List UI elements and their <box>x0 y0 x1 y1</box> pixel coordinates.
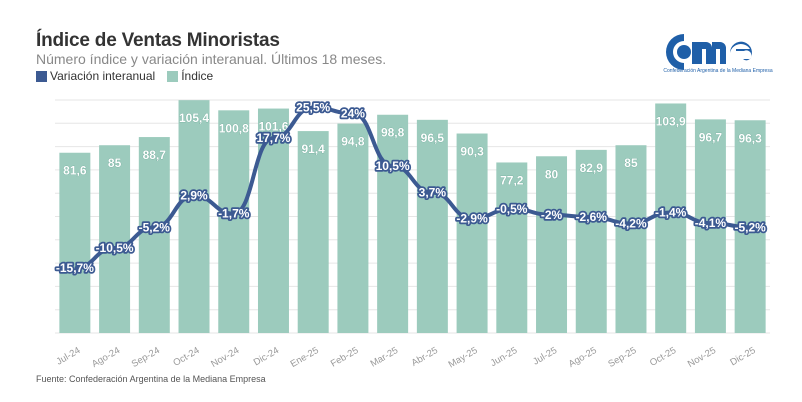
bars <box>59 100 766 333</box>
x-tick-label: Sep-24 <box>130 345 162 370</box>
line-value-label: -5,2% <box>734 220 766 234</box>
x-tick-label: Ene-25 <box>289 345 321 370</box>
legend-label: Variación interanual <box>50 69 156 83</box>
bar <box>59 152 91 333</box>
line-value-label: -10,5% <box>96 241 134 255</box>
bar <box>178 100 210 333</box>
gridlines <box>55 99 770 334</box>
bar-value-label: 90,3 <box>460 145 484 159</box>
bar-value-label: 82,9 <box>580 161 604 175</box>
x-tick-label: Oct-25 <box>648 345 678 369</box>
x-tick-label: Nov-24 <box>209 345 241 370</box>
x-tick-label: Sep-25 <box>606 345 638 370</box>
line-value-label: 10,5% <box>376 159 410 173</box>
line-value-label: -2,9% <box>456 211 488 225</box>
x-tick-label: May-25 <box>447 345 480 370</box>
bar-value-label: 85 <box>108 156 122 170</box>
bar-value-label: 96,3 <box>738 131 762 145</box>
bar-value-label: 88,7 <box>143 148 167 162</box>
bar-labels: 81,6 85 88,7 105,4 100,8 101,6 91,4 94,8 98,8 96,… <box>63 111 763 188</box>
x-tick-label: Mar-25 <box>369 345 401 370</box>
line-labels: -15,7%-10,5% -5,2% 2,9% -1,7% 17,7% 25,5% 24% 1… <box>54 99 768 277</box>
bar <box>615 145 647 333</box>
bar <box>536 156 568 333</box>
bar <box>99 145 131 333</box>
chart-title: Índice de Ventas Minoristas <box>36 30 280 51</box>
source-note: Fuente: Confederación Argentina de la Me… <box>36 374 266 384</box>
bar-value-label: 81,6 <box>63 164 87 178</box>
x-tick-label: Jun-25 <box>489 345 520 369</box>
legend-swatch-line <box>36 70 47 82</box>
x-tick-label: Oct-24 <box>171 345 201 369</box>
x-tick-label: Feb-25 <box>329 345 361 370</box>
legend-swatch-bar <box>167 70 179 82</box>
line-value-label: -1,7% <box>218 207 250 221</box>
x-tick-label: Dic-24 <box>252 345 281 368</box>
x-tick-label: Ago-25 <box>567 345 599 370</box>
line-value-label: -2% <box>541 208 563 222</box>
line-value-label: -4,2% <box>615 216 647 230</box>
line-value-label: -5,2% <box>139 220 171 234</box>
line-value-label: 24% <box>341 106 365 120</box>
bar <box>377 114 409 333</box>
line-value-label: -15,7% <box>56 261 94 275</box>
line-series <box>74 105 751 271</box>
line-value-label: 2,9% <box>180 189 208 203</box>
bar-value-label: 94,8 <box>341 135 365 149</box>
line-value-label: 25,5% <box>296 101 330 115</box>
line-value-label: 3,7% <box>419 186 447 200</box>
came-logo-icon <box>666 34 752 70</box>
legend-item-variacion[interactable]: Variación interanual <box>36 69 155 83</box>
x-tick-label: Abr-25 <box>410 345 440 369</box>
variacion-line <box>74 105 751 271</box>
bar <box>575 149 607 333</box>
bar-value-label: 96,5 <box>421 131 445 145</box>
chart-subtitle: Número índice y variación interanual. Úl… <box>36 51 387 67</box>
bar-value-label: 100,8 <box>219 121 249 135</box>
bar-value-label: 98,8 <box>381 126 405 140</box>
bar <box>218 110 250 333</box>
line-value-label: -4,1% <box>695 216 727 230</box>
line-value-label: -1,4% <box>655 205 687 219</box>
x-tick-label: Jul-24 <box>54 345 82 367</box>
bar-value-label: 96,7 <box>699 130 723 144</box>
logo-tagline: Confederación Argentina de la Mediana Em… <box>663 68 773 74</box>
bar <box>337 123 369 333</box>
bar-value-label: 91,4 <box>302 142 326 156</box>
line-value-label: -2,6% <box>576 210 608 224</box>
line-value-label: 17,7% <box>256 131 290 145</box>
line-value-label: -0,5% <box>496 202 528 216</box>
x-tick-label: Ago-24 <box>90 345 122 370</box>
x-tick-label: Dic-25 <box>728 345 757 368</box>
x-axis-ticks: Jul-24 Ago-24 Sep-24 Oct-24 Nov-24 Dic-24 Ene-… <box>54 345 757 370</box>
bar-value-label: 85 <box>624 156 638 170</box>
bar-value-label: 101,6 <box>258 120 288 134</box>
legend-label: Índice <box>181 69 214 83</box>
bar-value-label: 105,4 <box>179 111 209 125</box>
bar <box>496 162 528 333</box>
bar-value-label: 103,9 <box>656 114 686 128</box>
bar <box>138 137 170 333</box>
bar <box>297 131 329 333</box>
legend-item-indice[interactable]: Índice <box>167 69 213 83</box>
bar-value-label: 80 <box>545 167 559 181</box>
x-tick-label: Nov-25 <box>686 345 718 370</box>
legend: Variación interanual Índice <box>36 69 213 83</box>
bar <box>416 119 448 333</box>
x-tick-label: Jul-25 <box>531 345 559 367</box>
bar <box>456 133 488 333</box>
bar <box>694 119 726 333</box>
bar <box>655 103 687 333</box>
bar-value-label: 77,2 <box>500 173 524 187</box>
